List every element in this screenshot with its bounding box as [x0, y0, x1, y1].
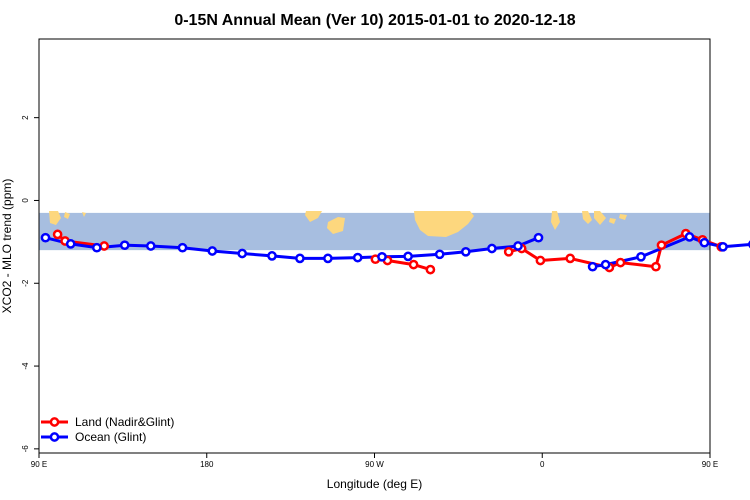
data-point-land	[651, 261, 661, 272]
x-tick-label: 180	[200, 460, 214, 469]
data-point-land	[99, 241, 110, 251]
land-mass	[49, 211, 61, 225]
x-tick-label: 90 E	[702, 460, 718, 469]
data-point-land	[535, 255, 546, 266]
land-mass	[327, 217, 345, 234]
data-point-ocean	[237, 248, 248, 259]
y-tick-label: 2	[21, 115, 30, 120]
data-point-ocean	[207, 246, 218, 256]
y-tick-label: 0	[21, 198, 30, 203]
data-point-ocean	[267, 251, 277, 261]
data-point-ocean	[434, 249, 445, 260]
data-point-ocean	[352, 252, 363, 263]
y-axis: -6 -4 -2 0 2	[21, 115, 39, 453]
y-tick-label: -4	[21, 362, 30, 370]
data-point-ocean	[403, 251, 413, 262]
data-point-ocean	[119, 240, 130, 251]
data-point-land	[656, 240, 667, 251]
y-tick-label: -2	[21, 279, 30, 287]
legend-label-land: Land (Nadir&Glint)	[75, 415, 174, 429]
x-axis-label: Longitude (deg E)	[327, 477, 422, 491]
data-point-ocean	[636, 251, 646, 262]
data-point-ocean	[487, 243, 497, 254]
legend: Land (Nadir&Glint) Ocean (Glint)	[41, 415, 174, 444]
data-point-land	[565, 253, 576, 264]
land-mass	[305, 211, 322, 222]
data-point-ocean	[684, 232, 695, 242]
land-mass	[582, 211, 592, 224]
land-mass	[609, 218, 616, 224]
data-point-ocean	[145, 241, 156, 251]
data-point-ocean	[323, 253, 333, 264]
legend-label-ocean: Ocean (Glint)	[75, 430, 146, 444]
land-mass	[594, 211, 606, 225]
data-point-ocean	[587, 261, 598, 272]
land-mass	[82, 212, 86, 217]
data-point-land	[52, 229, 63, 240]
data-point-land	[503, 246, 514, 257]
data-point-ocean	[91, 242, 102, 253]
data-point-ocean	[600, 259, 611, 270]
land-mass	[551, 211, 560, 230]
chart-title: 0-15N Annual Mean (Ver 10) 2015-01-01 to…	[174, 12, 575, 29]
data-point-ocean	[460, 246, 471, 257]
data-point-ocean	[513, 241, 523, 251]
legend-marker-land	[49, 417, 60, 427]
x-tick-label: 0	[540, 460, 545, 469]
x-tick-label: 90 E	[31, 460, 47, 469]
data-point-ocean	[718, 241, 728, 252]
y-axis-label: XCO2 - MLO trend (ppm)	[0, 179, 14, 314]
data-point-land	[425, 264, 436, 275]
data-point-ocean	[699, 237, 710, 248]
data-point-land	[408, 259, 419, 270]
data-point-ocean	[40, 232, 51, 243]
data-point-ocean	[377, 251, 387, 262]
data-point-ocean	[65, 239, 76, 249]
land-mass	[414, 211, 474, 237]
data-point-ocean	[177, 242, 188, 253]
data-point-land	[615, 257, 626, 268]
land-mass	[64, 212, 70, 219]
data-point-ocean	[295, 253, 305, 264]
data-point-ocean	[533, 232, 544, 243]
legend-marker-ocean	[49, 432, 60, 442]
x-tick-label: 90 W	[365, 460, 384, 469]
land-mass	[619, 214, 627, 220]
y-tick-label: -6	[21, 445, 30, 453]
data-series	[40, 228, 750, 275]
